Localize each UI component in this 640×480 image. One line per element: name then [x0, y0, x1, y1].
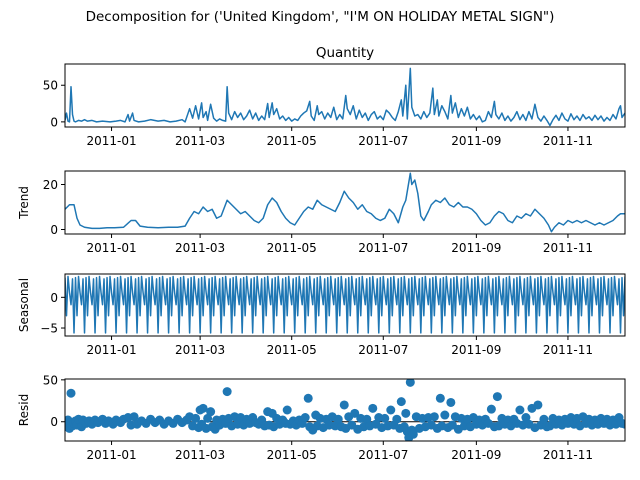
resid-point	[408, 429, 418, 439]
axes-frame	[64, 170, 626, 235]
x-tick-label: 2011-07	[358, 241, 408, 255]
y-tick-label: 50	[43, 373, 58, 387]
resid-point	[429, 412, 439, 422]
y-tick-label: 0	[50, 223, 58, 237]
axes-frame	[64, 63, 626, 128]
resid-point	[203, 413, 213, 423]
y-axis-label: Seasonal	[17, 278, 31, 332]
resid-point	[515, 405, 525, 415]
y-tick-label: −5	[40, 322, 58, 336]
resid-point	[339, 400, 349, 410]
resid-point	[129, 412, 139, 422]
panel-title: Quantity	[316, 45, 374, 61]
x-tick-label: 2011-11	[543, 241, 593, 255]
resid-point	[392, 414, 402, 424]
resid-point	[222, 387, 232, 397]
x-tick-label: 2011-07	[358, 448, 408, 462]
resid-point	[198, 403, 208, 413]
resid-point	[435, 393, 445, 403]
figure-suptitle: Decomposition for ('United Kingdom', "I'…	[86, 9, 555, 25]
x-tick-label: 2011-09	[451, 448, 501, 462]
resid-point	[521, 413, 531, 423]
x-tick-label: 2011-05	[267, 134, 317, 148]
resid-point	[206, 407, 216, 417]
panel-4: 2011-01 2011-03 2011-05 2011-07 2011-09 2011-…	[17, 373, 626, 462]
resid-point	[368, 403, 378, 413]
seasonal-line	[65, 275, 625, 334]
x-tick-label: 2011-11	[543, 343, 593, 357]
y-tick-label: 50	[43, 79, 58, 93]
panel-data	[65, 67, 625, 127]
resid-point	[350, 408, 360, 418]
resid-point	[191, 413, 201, 423]
resid-point	[440, 410, 450, 420]
resid-point	[446, 397, 456, 407]
resid-point	[486, 404, 496, 414]
x-tick-label: 2011-09	[451, 134, 501, 148]
x-tick-label: 2011-07	[358, 134, 408, 148]
x-tick-label: 2011-11	[543, 448, 593, 462]
resid-point	[401, 408, 411, 418]
y-tick-label: 0	[50, 415, 58, 429]
resid-point	[492, 392, 502, 402]
x-tick-label: 2011-03	[175, 241, 225, 255]
panel-data	[65, 172, 625, 233]
series-line	[65, 172, 625, 233]
y-tick-label: 0	[50, 291, 58, 305]
y-tick-label: 0	[50, 115, 58, 129]
x-tick-label: 2011-01	[86, 343, 136, 357]
axes-frame	[64, 273, 626, 337]
resid-point	[620, 419, 625, 429]
x-tick-label: 2011-09	[451, 343, 501, 357]
x-tick-label: 2011-03	[175, 134, 225, 148]
resid-point	[303, 393, 313, 403]
panel-3: 2011-01 2011-03 2011-05 2011-07 2011-09 2011-…	[17, 273, 626, 357]
resid-point	[396, 397, 406, 407]
axes-frame	[64, 378, 626, 442]
y-tick-label: 20	[43, 178, 58, 192]
x-tick-label: 2011-11	[543, 134, 593, 148]
x-tick-label: 2011-09	[451, 241, 501, 255]
y-axis-label: Resid	[17, 394, 31, 426]
panel-data	[65, 275, 625, 334]
x-tick-label: 2011-01	[86, 241, 136, 255]
x-tick-label: 2011-07	[358, 343, 408, 357]
resid-point	[66, 388, 76, 398]
x-tick-label: 2011-01	[86, 448, 136, 462]
series-line	[65, 67, 625, 127]
x-tick-label: 2011-03	[175, 343, 225, 357]
resid-point	[380, 413, 390, 423]
resid-point	[362, 414, 372, 424]
panel-1: 2011-01 2011-03 2011-05 2011-07 2011-09 2011-…	[43, 45, 626, 148]
resid-point	[282, 405, 292, 415]
panels: 2011-01 2011-03 2011-05 2011-07 2011-09 2011-…	[17, 45, 626, 462]
x-tick-label: 2011-05	[267, 241, 317, 255]
resid-point	[539, 414, 549, 424]
y-axis-label: Trend	[17, 186, 31, 220]
resid-point	[386, 405, 396, 415]
panel-2: 2011-01 2011-03 2011-05 2011-07 2011-09 2011-…	[17, 170, 626, 255]
resid-point	[300, 413, 310, 423]
x-tick-label: 2011-01	[86, 134, 136, 148]
resid-point	[405, 379, 415, 387]
x-tick-label: 2011-03	[175, 448, 225, 462]
x-tick-label: 2011-05	[267, 343, 317, 357]
panel-data	[65, 379, 625, 441]
resid-point	[533, 400, 543, 410]
x-tick-label: 2011-05	[267, 448, 317, 462]
resid-point	[333, 414, 343, 424]
